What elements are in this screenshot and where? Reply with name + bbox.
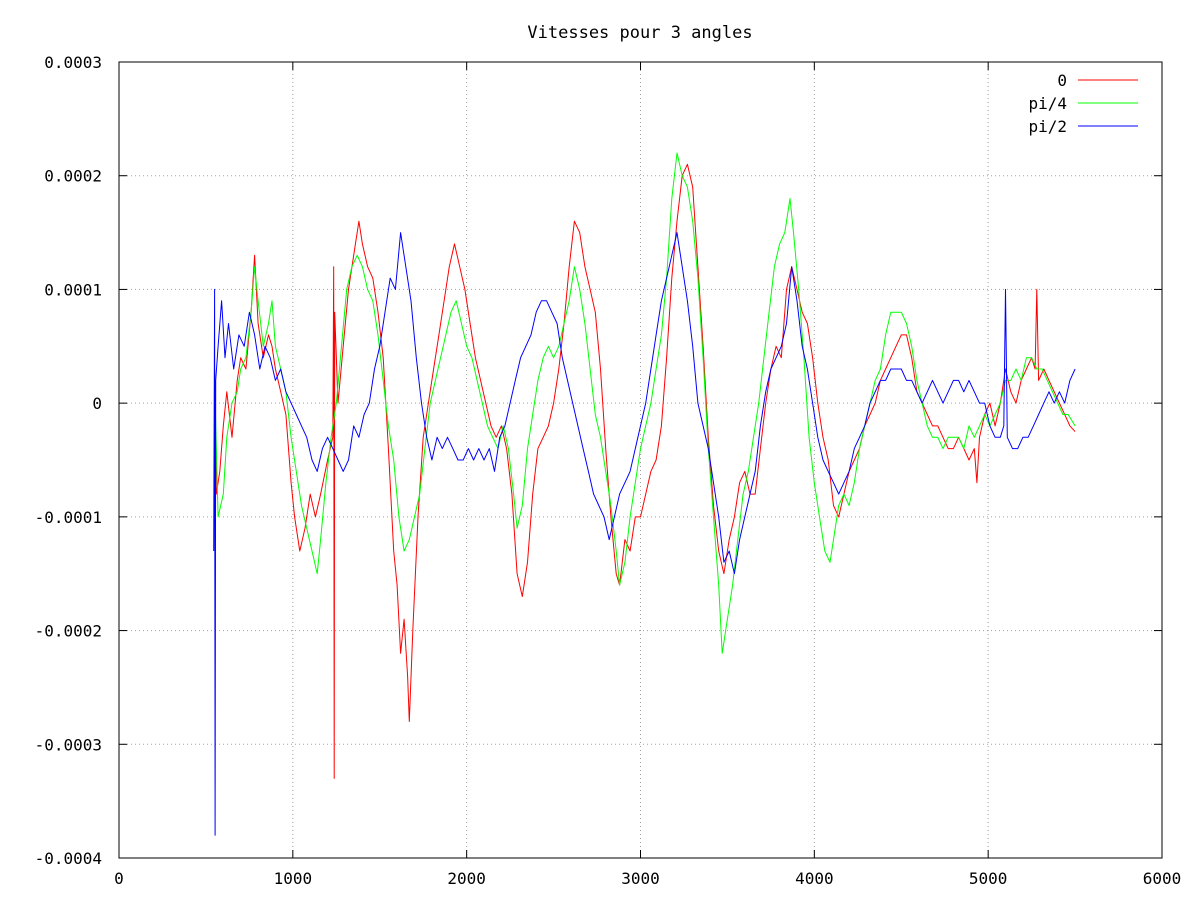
x-tick-label: 6000 (1143, 869, 1182, 888)
y-tick-label: -0.0004 (35, 849, 102, 868)
grid-lines (119, 62, 1162, 858)
legend-label: 0 (1057, 71, 1067, 90)
series-line-1 (214, 152, 1076, 654)
x-tick-label: 4000 (795, 869, 834, 888)
y-tick-label: 0.0002 (44, 167, 102, 186)
y-tick-label: -0.0001 (35, 508, 102, 527)
x-tick-label: 2000 (447, 869, 486, 888)
legend: 0 pi/4 pi/2 (1028, 71, 1138, 136)
y-tick-label: 0.0003 (44, 53, 102, 72)
x-tick-label: 1000 (274, 869, 313, 888)
series-line-2 (213, 232, 1076, 836)
legend-label: pi/4 (1028, 94, 1067, 113)
y-tick-label: -0.0002 (35, 622, 102, 641)
y-tick-label: -0.0003 (35, 735, 102, 754)
series-lines (213, 152, 1076, 836)
x-tick-label: 5000 (969, 869, 1008, 888)
chart-title: Vitesses pour 3 angles (527, 23, 752, 43)
legend-label: pi/2 (1028, 117, 1067, 136)
series-line-0 (214, 163, 1076, 779)
y-tick-label: 0 (92, 394, 102, 413)
axis-ticks: 0 1000 2000 3000 4000 5000 6000 -0.0004 -0.0003 -… (35, 53, 1182, 888)
x-tick-label: 3000 (621, 869, 660, 888)
y-tick-label: 0.0001 (44, 280, 102, 299)
x-tick-label: 0 (114, 869, 124, 888)
